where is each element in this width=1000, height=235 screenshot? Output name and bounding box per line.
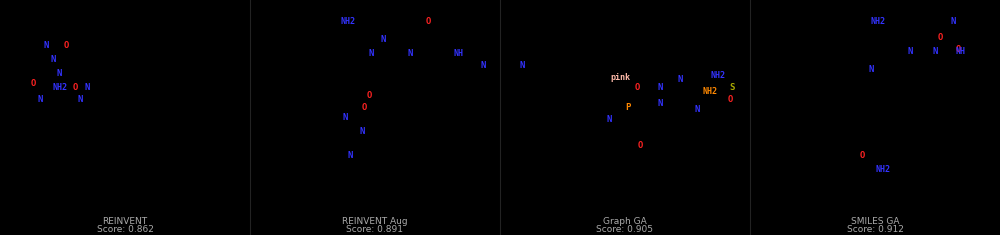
Text: N: N	[407, 50, 413, 59]
Text: N: N	[480, 60, 486, 70]
Text: N: N	[380, 35, 386, 44]
Text: N: N	[657, 83, 663, 93]
Text: N: N	[606, 115, 612, 125]
Text: SMILES GA: SMILES GA	[851, 218, 899, 227]
Text: N: N	[932, 47, 938, 56]
Text: N: N	[50, 55, 56, 64]
Text: NH: NH	[453, 50, 463, 59]
Text: N: N	[342, 114, 348, 122]
Text: N: N	[868, 66, 874, 74]
Text: N: N	[56, 68, 62, 78]
Text: N: N	[519, 60, 525, 70]
Text: O: O	[30, 78, 36, 87]
Text: Score: 0.905: Score: 0.905	[596, 226, 654, 235]
Text: S: S	[729, 83, 735, 93]
Text: NH2: NH2	[876, 165, 891, 175]
Text: O: O	[63, 40, 69, 50]
Text: O: O	[727, 95, 733, 105]
Text: O: O	[425, 17, 431, 27]
Text: Score: 0.912: Score: 0.912	[847, 226, 903, 235]
Text: NH2: NH2	[340, 17, 356, 27]
Text: O: O	[634, 82, 640, 91]
Text: O: O	[637, 141, 643, 149]
Text: REINVENT: REINVENT	[102, 218, 148, 227]
Text: N: N	[77, 95, 83, 105]
Text: O: O	[955, 46, 961, 55]
Text: NH: NH	[955, 47, 965, 56]
Text: O: O	[361, 103, 367, 113]
Text: N: N	[368, 50, 374, 59]
Text: O: O	[72, 82, 78, 91]
Text: N: N	[694, 106, 700, 114]
Text: NH2: NH2	[870, 17, 886, 27]
Text: Score: 0.862: Score: 0.862	[97, 226, 153, 235]
Text: N: N	[37, 95, 43, 105]
Text: NH2: NH2	[702, 87, 718, 97]
Text: N: N	[677, 75, 683, 85]
Text: O: O	[859, 150, 865, 160]
Text: N: N	[657, 99, 663, 109]
Text: N: N	[359, 128, 365, 137]
Text: P: P	[625, 102, 631, 111]
Text: NH2: NH2	[52, 82, 68, 91]
Text: O: O	[366, 90, 372, 99]
Text: N: N	[950, 17, 956, 27]
Text: O: O	[937, 34, 943, 43]
Text: N: N	[907, 47, 913, 56]
Text: N: N	[84, 82, 90, 91]
Text: REINVENT Aug: REINVENT Aug	[342, 218, 408, 227]
Text: pink: pink	[610, 73, 630, 82]
Text: NH2: NH2	[710, 70, 726, 79]
Text: Score: 0.891: Score: 0.891	[347, 226, 404, 235]
Text: N: N	[347, 150, 353, 160]
Text: Graph GA: Graph GA	[603, 218, 647, 227]
Text: N: N	[43, 40, 49, 50]
